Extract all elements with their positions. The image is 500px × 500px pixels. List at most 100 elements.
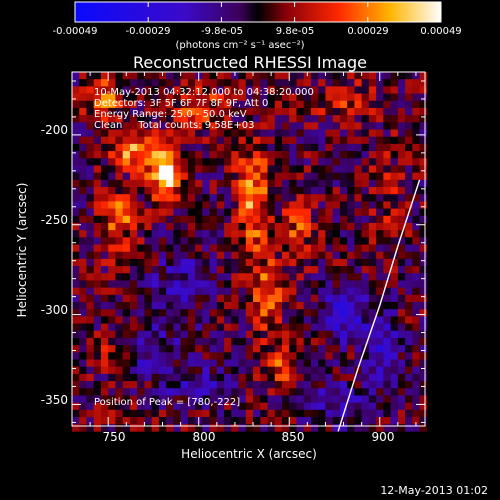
heatmap-cell (86, 100, 95, 109)
heatmap-cell (187, 251, 196, 260)
heatmap-cell (151, 244, 160, 252)
heatmap-cell (267, 215, 276, 224)
heatmap-cell (281, 402, 290, 411)
heatmap-cell (158, 373, 167, 382)
heatmap-cell (93, 388, 102, 396)
heatmap-cell (216, 316, 225, 324)
x-tick-label: 900 (371, 430, 395, 444)
heatmap-cell (296, 402, 305, 411)
heatmap-cell (115, 115, 123, 123)
heatmap-cell (267, 100, 276, 109)
heatmap-cell (93, 151, 102, 159)
heatmap-cell (238, 381, 247, 389)
heatmap-cell (296, 294, 305, 303)
heatmap-cell (202, 79, 210, 87)
heatmap-cell (93, 222, 102, 231)
heatmap-cell (166, 330, 174, 339)
heatmap-cell (274, 302, 283, 310)
heatmap-cell (318, 72, 326, 80)
heatmap-cell (383, 388, 391, 396)
heatmap-cell (238, 359, 247, 367)
heatmap-cell (318, 215, 326, 224)
heatmap-cell (296, 330, 305, 339)
heatmap-cell (390, 158, 399, 166)
heatmap-cell (361, 230, 370, 238)
heatmap-cell (166, 208, 174, 217)
heatmap-cell (195, 280, 203, 288)
heatmap-cell (376, 352, 384, 360)
heatmap-cell (253, 136, 261, 145)
heatmap-cell (419, 309, 428, 317)
heatmap-cell (361, 294, 370, 303)
heatmap-cell (195, 143, 203, 152)
heatmap-cell (209, 359, 218, 367)
heatmap-cell (202, 337, 210, 346)
heatmap-cell (158, 122, 167, 130)
heatmap-cell (202, 201, 210, 209)
heatmap-cell (361, 280, 370, 288)
heatmap-cell (303, 402, 312, 411)
heatmap-cell (180, 122, 189, 130)
heatmap-cell (303, 330, 312, 339)
heatmap-cell (72, 201, 80, 209)
heatmap-cell (86, 330, 95, 339)
heatmap-cell (72, 337, 80, 346)
heatmap-cell (303, 151, 312, 159)
heatmap-cell (419, 352, 428, 360)
heatmap-cell (296, 230, 305, 238)
heatmap-cell (281, 287, 290, 296)
heatmap-cell (289, 359, 297, 367)
heatmap-cell (361, 115, 370, 123)
heatmap-cell (368, 79, 377, 87)
heatmap-cell (274, 388, 283, 396)
heatmap-cell (253, 409, 261, 418)
heatmap-cell (253, 151, 261, 159)
heatmap-cell (72, 215, 80, 224)
heatmap-cell (274, 424, 283, 432)
heatmap-cell (115, 409, 123, 418)
colorbar-tick-label: 0.00029 (347, 26, 389, 37)
heatmap-cell (383, 402, 391, 411)
heatmap-cell (267, 179, 276, 188)
heatmap-cell (339, 266, 348, 274)
heatmap-cell (310, 237, 319, 245)
heatmap-cell (137, 395, 145, 403)
heatmap-cell (368, 93, 377, 102)
heatmap-cell (166, 187, 174, 195)
heatmap-cell (274, 373, 283, 382)
heatmap-cell (260, 136, 268, 145)
heatmap-cell (281, 143, 290, 152)
heatmap-cell (325, 100, 333, 109)
heatmap-cell (202, 417, 210, 425)
heatmap-cell (245, 287, 254, 296)
heatmap-cell (289, 72, 297, 80)
heatmap-cell (151, 409, 160, 418)
heatmap-cell (93, 294, 102, 303)
heatmap-cell (173, 251, 181, 260)
heatmap-cell (115, 129, 123, 137)
heatmap-cell (303, 165, 312, 173)
heatmap-cell (361, 352, 370, 360)
heatmap-cell (202, 251, 210, 260)
heatmap-cell (195, 381, 203, 389)
heatmap-cell (419, 79, 428, 87)
heatmap-cell (231, 323, 239, 332)
heatmap-cell (361, 122, 370, 130)
heatmap-cell (158, 165, 167, 173)
heatmap-cell (245, 273, 254, 281)
heatmap-cell (122, 237, 131, 245)
heatmap-cell (216, 395, 225, 403)
heatmap-cell (129, 266, 138, 274)
heatmap-cell (129, 409, 138, 418)
heatmap-cell (187, 143, 196, 152)
heatmap-cell (274, 251, 283, 260)
heatmap-cell (332, 107, 341, 116)
heatmap-cell (296, 366, 305, 375)
heatmap-cell (187, 345, 196, 353)
heatmap-cell (318, 287, 326, 296)
heatmap-cell (151, 215, 160, 224)
heatmap-cell (281, 417, 290, 425)
heatmap-cell (216, 72, 225, 80)
heatmap-cell (274, 309, 283, 317)
heatmap-cell (310, 280, 319, 288)
